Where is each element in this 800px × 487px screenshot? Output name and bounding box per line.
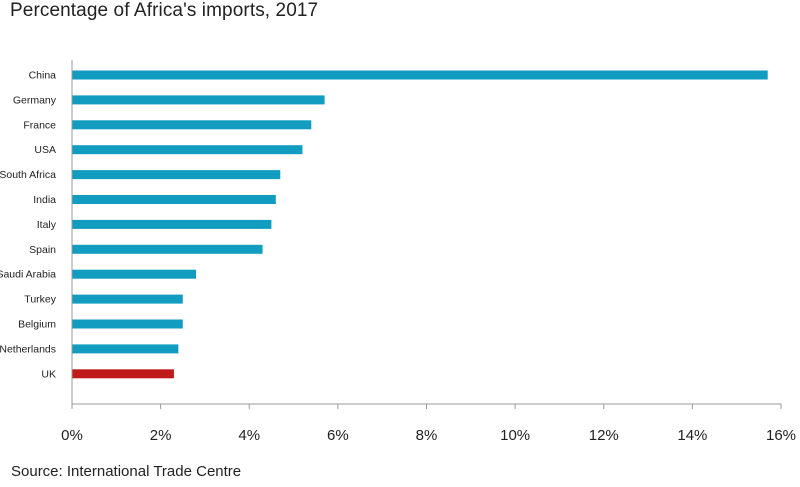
category-label: USA	[34, 144, 56, 156]
bar-india	[72, 195, 276, 204]
category-label: Netherlands	[0, 343, 56, 355]
category-label: Saudi Arabia	[0, 269, 56, 281]
bar-belgium	[72, 319, 183, 329]
x-tick-label: 0%	[61, 427, 83, 444]
x-tick-label: 14%	[677, 427, 707, 444]
bar-uk	[72, 369, 174, 379]
bar-china	[72, 70, 768, 80]
bar-usa	[72, 145, 303, 155]
category-label: Italy	[37, 219, 57, 231]
bar-spain	[72, 244, 263, 254]
category-label: Belgium	[18, 319, 56, 331]
bar-germany	[72, 95, 325, 105]
x-tick-label: 2%	[150, 427, 172, 444]
x-tick-label: 10%	[500, 427, 530, 444]
bar-saudi-arabia	[72, 269, 197, 279]
category-label: Germany	[13, 94, 57, 106]
bar-south-africa	[72, 170, 281, 180]
bar-turkey	[72, 294, 183, 304]
bar-netherlands	[72, 344, 179, 354]
x-tick-label: 6%	[327, 427, 349, 444]
category-labels: China Germany France USA South Africa India It…	[0, 70, 57, 381]
category-label: China	[29, 70, 57, 82]
x-tick-label: 12%	[589, 427, 619, 444]
chart-title: Percentage of Africa's imports, 2017	[10, 0, 319, 21]
bars-group	[72, 70, 768, 379]
category-label: UK	[41, 368, 56, 380]
x-tick-label: 8%	[416, 427, 438, 444]
chart-source: Source: International Trade Centre	[11, 463, 242, 480]
category-label: South Africa	[0, 169, 56, 181]
category-label: Turkey	[24, 294, 56, 306]
x-axis: 0% 2% 4% 6% 8% 10% 12% 14% 16%	[61, 60, 796, 444]
bar-italy	[72, 219, 272, 229]
x-tick-label: 4%	[238, 427, 260, 444]
category-label: France	[23, 119, 56, 131]
bar-france	[72, 120, 312, 130]
category-label: India	[33, 194, 56, 206]
category-label: Spain	[29, 244, 56, 256]
x-tick-label: 16%	[766, 427, 796, 444]
